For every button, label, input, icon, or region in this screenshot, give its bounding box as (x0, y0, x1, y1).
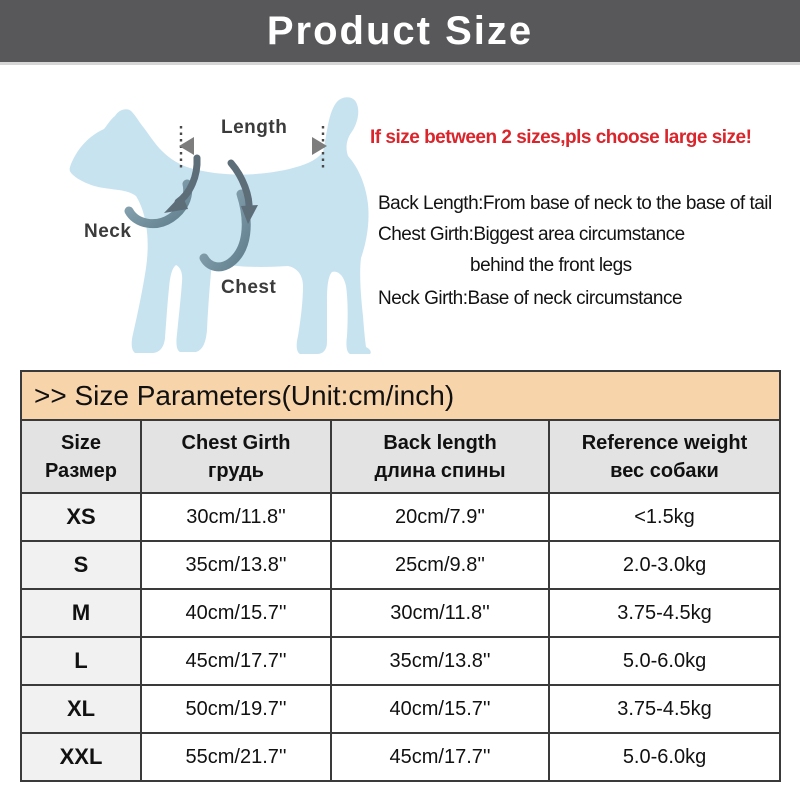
column-header-back-en: Back length (383, 431, 497, 454)
weight-cell: <1.5kg (547, 492, 782, 542)
weight-cell: 3.75-4.5kg (547, 588, 782, 638)
table-header-row: Size Размер Chest Girth грудь Back lengt… (20, 419, 782, 494)
chest-cell: 55cm/21.7'' (140, 732, 332, 782)
neck-girth-description: Neck Girth:Base of neck circumstance (378, 288, 683, 309)
size-cell: L (20, 636, 142, 686)
size-parameters-table: >> Size Parameters(Unit:cm/inch) Size Ра… (19, 370, 782, 782)
length-arrowhead-right-icon (312, 137, 327, 155)
length-arrowhead-left-icon (179, 137, 194, 155)
weight-cell: 5.0-6.0kg (547, 636, 782, 686)
size-advice-note: If size between 2 sizes,pls choose large… (370, 127, 752, 148)
column-header-weight-ru: вес собаки (610, 459, 719, 482)
table-row: S 35cm/13.8'' 25cm/9.8'' 2.0-3.0kg (20, 540, 782, 590)
size-cell: M (20, 588, 142, 638)
table-row: XL 50cm/19.7'' 40cm/15.7'' 3.75-4.5kg (20, 684, 782, 734)
size-cell: XS (20, 492, 142, 542)
back-cell: 45cm/17.7'' (330, 732, 550, 782)
size-cell: XXL (20, 732, 142, 782)
table-row: XXL 55cm/21.7'' 45cm/17.7'' 5.0-6.0kg (20, 732, 782, 782)
table-row: L 45cm/17.7'' 35cm/13.8'' 5.0-6.0kg (20, 636, 782, 686)
column-header-chest-ru: грудь (208, 459, 264, 482)
column-header-weight: Reference weight вес собаки (547, 419, 782, 494)
size-cell: XL (20, 684, 142, 734)
weight-cell: 3.75-4.5kg (547, 684, 782, 734)
weight-cell: 5.0-6.0kg (547, 732, 782, 782)
neck-arrowhead-icon (164, 194, 188, 213)
back-cell: 30cm/11.8'' (330, 588, 550, 638)
table-row: XS 30cm/11.8'' 20cm/7.9'' <1.5kg (20, 492, 782, 542)
dog-illustration (69, 97, 371, 355)
column-header-back-ru: длина спины (374, 459, 506, 482)
dog-body-shape (69, 97, 371, 355)
column-header-size: Size Размер (20, 419, 142, 494)
back-cell: 25cm/9.8'' (330, 540, 550, 590)
chest-arrowhead-icon (241, 205, 258, 224)
column-header-chest: Chest Girth грудь (140, 419, 332, 494)
column-header-chest-en: Chest Girth (181, 431, 291, 454)
column-header-size-en: Size (60, 431, 102, 454)
banner: Product Size (0, 0, 800, 65)
chest-girth-description-line1: Chest Girth:Biggest area circumstance (378, 224, 685, 245)
chest-girth-description-line2: behind the front legs (470, 255, 632, 276)
back-length-description: Back Length:From base of neck to the bas… (378, 193, 772, 214)
table-row: M 40cm/15.7'' 30cm/11.8'' 3.75-4.5kg (20, 588, 782, 638)
back-cell: 35cm/13.8'' (330, 636, 550, 686)
column-header-back: Back length длина спины (330, 419, 550, 494)
weight-cell: 2.0-3.0kg (547, 540, 782, 590)
size-cell: S (20, 540, 142, 590)
chest-cell: 45cm/17.7'' (140, 636, 332, 686)
length-label: Length (221, 117, 288, 138)
chest-label: Chest (221, 277, 277, 298)
column-header-weight-en: Reference weight (581, 431, 748, 454)
back-cell: 40cm/15.7'' (330, 684, 550, 734)
page-title: Product Size (266, 8, 534, 53)
chest-cell: 30cm/11.8'' (140, 492, 332, 542)
column-header-size-ru: Размер (44, 459, 118, 482)
table-title-row: >> Size Parameters(Unit:cm/inch) (19, 370, 782, 421)
chest-cell: 35cm/13.8'' (140, 540, 332, 590)
neck-label: Neck (84, 221, 132, 242)
back-cell: 20cm/7.9'' (330, 492, 550, 542)
chest-cell: 50cm/19.7'' (140, 684, 332, 734)
chest-cell: 40cm/15.7'' (140, 588, 332, 638)
table-title: >> Size Parameters(Unit:cm/inch) (19, 370, 782, 421)
